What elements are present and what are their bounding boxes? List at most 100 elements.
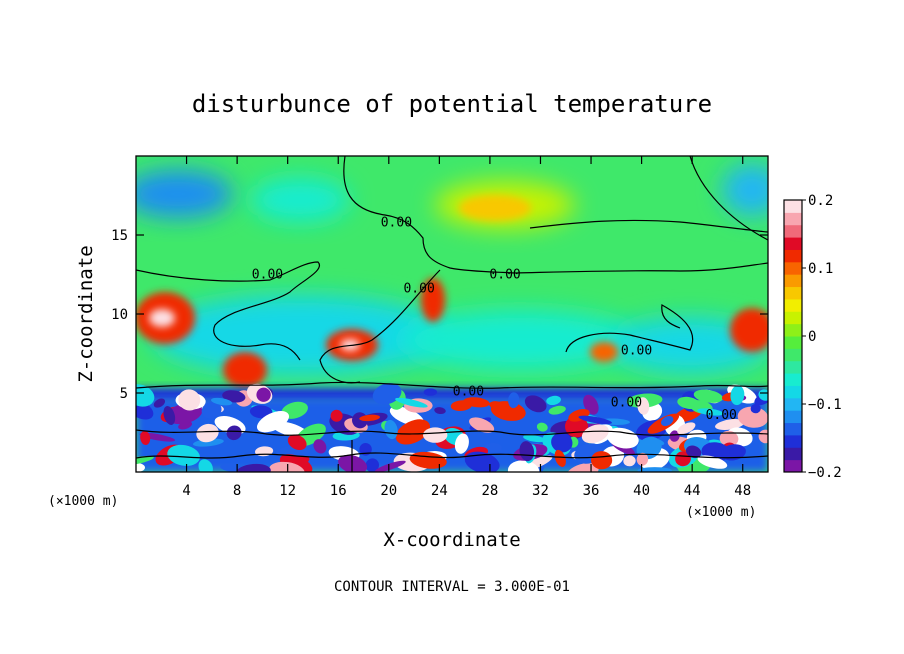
turbulence-cell <box>136 384 155 407</box>
colorbar-swatch <box>784 298 802 312</box>
turbulence-cell <box>330 409 343 422</box>
colorbar-swatch <box>784 212 802 226</box>
contour-label: 0.00 <box>611 395 642 410</box>
colorbar-swatch <box>784 397 802 411</box>
turbulence-cell <box>758 429 768 444</box>
colorbar-tick-label: −0.1 <box>808 397 842 413</box>
turbulence-cell <box>523 434 546 443</box>
turbulence-cell <box>469 417 495 433</box>
cold-region <box>136 170 233 218</box>
turbulence-cell <box>536 422 548 432</box>
heatmap-field <box>136 156 768 472</box>
contour-label: 0.00 <box>706 408 737 423</box>
contour-zero <box>136 452 768 459</box>
colorbar-swatch <box>784 459 802 473</box>
colorbar-swatch <box>784 200 802 213</box>
turbulence-cell <box>546 395 561 406</box>
colorbar-tick-label: 0.1 <box>808 261 833 277</box>
turbulence-cell <box>136 455 154 466</box>
colorbar-swatch <box>784 274 802 288</box>
contour-zero <box>136 261 321 361</box>
colorbar-swatch <box>784 311 802 325</box>
turbulence-cell <box>507 460 540 472</box>
chart-title: disturbunce of potential temperature <box>192 90 712 118</box>
colorbar-swatch <box>784 249 802 263</box>
colorbar-swatch <box>784 385 802 399</box>
turbulence-cell <box>167 444 200 466</box>
x-tick-label: 32 <box>532 483 549 499</box>
colorbar-tick-label: 0.2 <box>808 193 833 209</box>
x-tick-label: 28 <box>481 483 498 499</box>
x-tick-label: 8 <box>233 483 241 499</box>
x-tick-label: 20 <box>380 483 397 499</box>
turbulence-cell <box>178 389 201 411</box>
warm-region <box>421 278 445 322</box>
contour-labels: 0.00 0.00 0.00 0.00 0.00 0.00 0.00 0.00 <box>252 215 737 423</box>
turbulence-cell <box>153 398 166 408</box>
turbulence-cell <box>489 401 505 410</box>
turbulence-cell <box>637 467 672 472</box>
turbulence-cell <box>554 449 566 467</box>
turbulence-cell <box>201 401 222 419</box>
x-tick-label: 40 <box>633 483 650 499</box>
y-tick-label: 15 <box>111 228 128 244</box>
turbulence-cell <box>675 451 691 467</box>
turbulence-cell <box>623 455 636 467</box>
turbulence-cell <box>359 414 380 422</box>
turbulence-cell <box>524 395 547 413</box>
turbulence-cell <box>454 433 469 454</box>
x-tick-label: 48 <box>734 483 751 499</box>
cold-region <box>250 178 350 222</box>
turbulence-cell <box>434 407 446 415</box>
x-axis-label: X-coordinate <box>383 529 520 551</box>
turbulence-cell <box>591 451 613 470</box>
turbulence-cell <box>737 406 768 428</box>
x-tick-label: 36 <box>583 483 600 499</box>
turbulent-layer <box>136 383 768 472</box>
x-tick-label: 16 <box>330 483 347 499</box>
colorbar-swatch <box>784 360 802 374</box>
contour-label: 0.00 <box>453 384 484 399</box>
colorbar-swatch <box>784 286 802 300</box>
colorbar-tick-label: −0.2 <box>808 465 842 481</box>
contour-label: 0.00 <box>403 282 434 297</box>
colorbar-swatch <box>784 224 802 238</box>
colorbar-swatch <box>784 447 802 461</box>
x-tick-label: 4 <box>182 483 190 499</box>
turbulence-cell <box>463 397 490 408</box>
cold-region <box>150 295 450 375</box>
turbulence-cell <box>661 416 674 426</box>
contour-label: 0.00 <box>381 215 412 230</box>
warm-region <box>459 195 531 221</box>
x-tick-label: 24 <box>431 483 448 499</box>
colorbar-swatch <box>784 336 802 349</box>
turbulence-cell <box>359 443 372 456</box>
contour-lines <box>136 156 768 472</box>
turbulence-cell <box>697 455 728 469</box>
turbulence-cell <box>256 387 271 402</box>
turbulence-cell <box>548 405 566 415</box>
turbulence-cell <box>269 461 305 472</box>
turbulence-cell <box>249 405 273 419</box>
contour-zero <box>565 304 694 353</box>
x-tick-label: 12 <box>279 483 296 499</box>
cold-region <box>400 310 640 370</box>
y-axis: 5 10 15 <box>111 228 768 402</box>
turbulence-cell <box>395 419 431 445</box>
turbulence-cell <box>423 388 438 396</box>
contour-zero <box>529 219 768 233</box>
turbulence-cell <box>581 424 609 444</box>
turbulence-cell <box>211 397 233 406</box>
contour-zero <box>319 269 441 384</box>
x-axis: 4 8 12 16 20 24 28 32 36 40 44 48 <box>182 156 751 499</box>
colorbar-swatch <box>784 237 802 250</box>
turbulence-cell <box>606 427 639 449</box>
colorbar-swatch <box>784 373 802 386</box>
turbulence-cell <box>519 441 535 462</box>
turbulence-cell <box>140 430 151 445</box>
turbulence-cell <box>636 452 649 466</box>
turbulence-cell <box>196 423 219 443</box>
warm-region <box>730 308 768 352</box>
warm-region <box>223 352 267 388</box>
turbulence-cell <box>677 422 696 435</box>
